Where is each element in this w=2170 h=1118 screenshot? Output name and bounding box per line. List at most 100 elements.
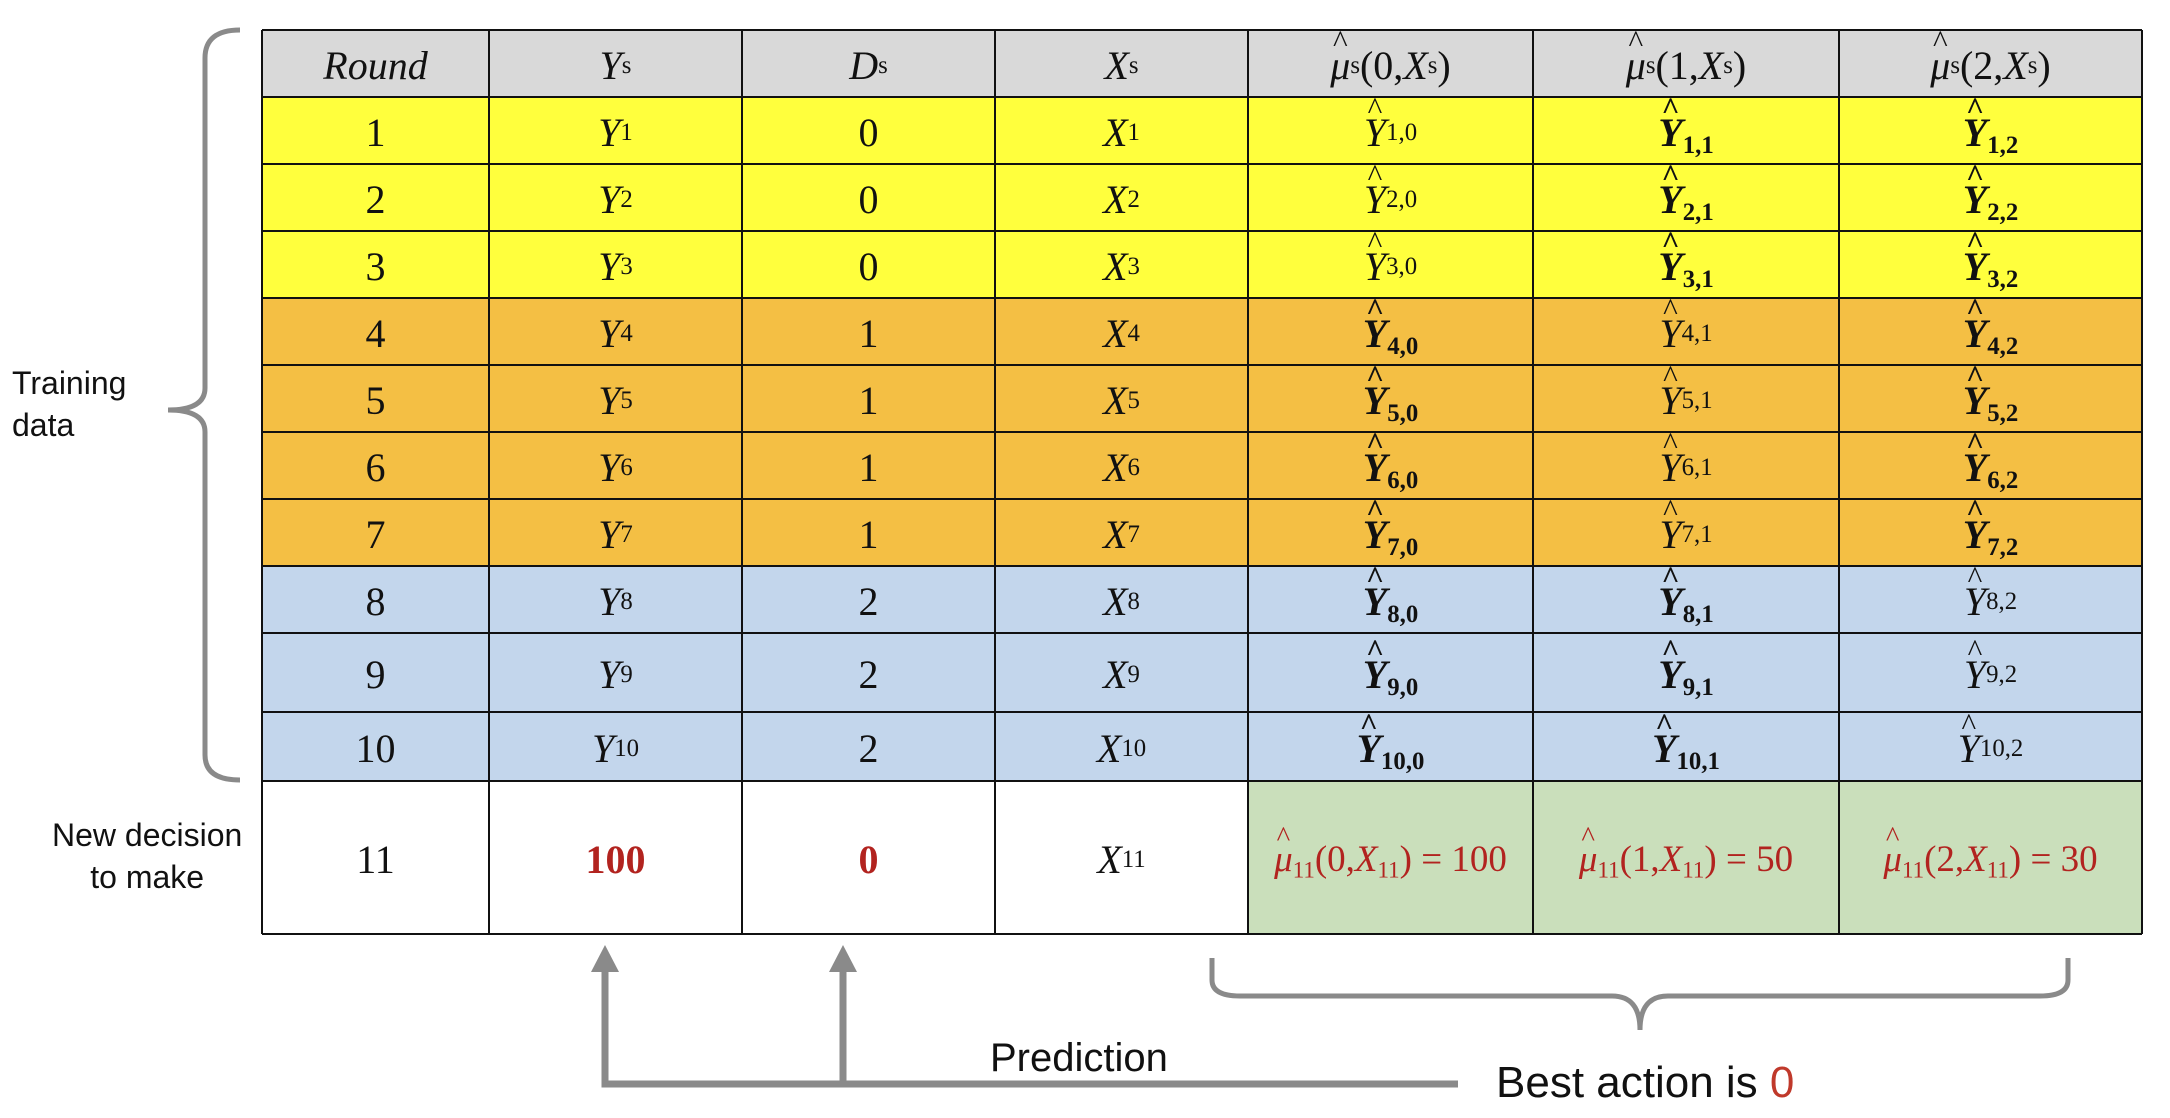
round-cell: 8 xyxy=(365,579,386,624)
row-bg-7 xyxy=(262,499,2142,566)
row-bg-1 xyxy=(262,97,2142,164)
prediction-cell: Y10,2 xyxy=(1839,712,2142,781)
decision-cell: 1 xyxy=(858,378,879,423)
new-row-prediction-bg xyxy=(1248,781,2142,934)
new-outcome-cell: 100 xyxy=(585,837,646,882)
row-bg-2 xyxy=(262,164,2142,231)
best-action-label: Best action is 0 xyxy=(1496,1058,1794,1108)
prediction-cell: Y3,2 xyxy=(1839,231,2142,298)
prediction-cell: Y5,0 xyxy=(1248,365,1533,432)
decision-cell: 0 xyxy=(858,110,879,155)
row-bg-8 xyxy=(262,566,2142,633)
prediction-cell: Y10,1 xyxy=(1533,712,1839,781)
prediction-label: Prediction xyxy=(990,1036,1168,1080)
round-cell: 3 xyxy=(365,244,386,289)
new-decision-cell: 0 xyxy=(858,837,879,882)
row-bg-5 xyxy=(262,365,2142,432)
header-mu-1: μs(1,Xs) xyxy=(1533,30,1839,97)
prediction-cell: Y9,1 xyxy=(1533,633,1839,712)
round-cell: 1 xyxy=(365,110,386,155)
prediction-cell: Y2,0 xyxy=(1248,164,1533,231)
prediction-cell: Y6,1 xyxy=(1533,432,1839,499)
prediction-cell: Y8,0 xyxy=(1248,566,1533,633)
row-bg-10 xyxy=(262,712,2142,781)
training-data-label: Training data xyxy=(12,365,127,443)
prediction-cell: Y6,0 xyxy=(1248,432,1533,499)
round-cell: 5 xyxy=(365,378,386,423)
prediction-cell: Y2,1 xyxy=(1533,164,1839,231)
round-cell: 9 xyxy=(365,652,386,697)
prediction-cell: Y9,0 xyxy=(1248,633,1533,712)
prediction-cell: Y8,2 xyxy=(1839,566,2142,633)
row-bg-6 xyxy=(262,432,2142,499)
decision-cell: 0 xyxy=(858,177,879,222)
prediction-cell: Y5,2 xyxy=(1839,365,2142,432)
prediction-cell: Y3,1 xyxy=(1533,231,1839,298)
round-cell: 10 xyxy=(355,726,396,771)
prediction-cell: Y10,0 xyxy=(1248,712,1533,781)
prediction-cell: Y1,1 xyxy=(1533,97,1839,164)
new-row-bg xyxy=(262,781,1248,934)
prediction-cell: Y7,0 xyxy=(1248,499,1533,566)
prediction-cell: Y1,0 xyxy=(1248,97,1533,164)
training-brace xyxy=(167,27,241,783)
prediction-cell: Y5,1 xyxy=(1533,365,1839,432)
decision-cell: 1 xyxy=(858,445,879,490)
prediction-cell: Y1,2 xyxy=(1839,97,2142,164)
new-prediction-2: μ11(2,X11) = 30 xyxy=(1839,781,2142,934)
decision-cell: 0 xyxy=(858,244,879,289)
best-action-prefix: Best action is xyxy=(1496,1058,1770,1107)
best-action-value: 0 xyxy=(1769,1058,1795,1107)
prediction-cell: Y2,2 xyxy=(1839,164,2142,231)
round-cell: 4 xyxy=(365,311,386,356)
new-context-cell: X 11 xyxy=(1097,837,1146,882)
decision-cell: 2 xyxy=(858,579,879,624)
decision-cell: 1 xyxy=(858,311,879,356)
round-cell: 6 xyxy=(365,445,386,490)
decision-cell: 2 xyxy=(858,652,879,697)
prediction-cell: Y7,2 xyxy=(1839,499,2142,566)
new-round-cell: 11 xyxy=(356,837,395,882)
prediction-cell: Y9,2 xyxy=(1839,633,2142,712)
prediction-cell: Y6,2 xyxy=(1839,432,2142,499)
header-mu-2: μs(2,Xs) xyxy=(1839,30,2142,97)
decision-cell: 1 xyxy=(858,512,879,557)
context-cell: X 10 xyxy=(1096,726,1147,771)
prediction-brace xyxy=(1209,958,2071,1031)
arrowhead-d xyxy=(829,945,857,972)
prediction-cell: Y4,2 xyxy=(1839,298,2142,365)
decision-cell: 2 xyxy=(858,726,879,771)
prediction-cell: Y8,1 xyxy=(1533,566,1839,633)
outcome-cell: Y 10 xyxy=(591,726,640,771)
header-row-bg xyxy=(262,30,2142,97)
new-prediction-0: μ11(0,X11) = 100 xyxy=(1248,781,1533,934)
prediction-cell: Y4,1 xyxy=(1533,298,1839,365)
prediction-cell: Y7,1 xyxy=(1533,499,1839,566)
prediction-cell: Y4,0 xyxy=(1248,298,1533,365)
prediction-cell: Y3,0 xyxy=(1248,231,1533,298)
header-mu-0: μs(0,Xs) xyxy=(1248,30,1533,97)
arrowhead-y xyxy=(591,945,619,972)
header-round: Round xyxy=(323,43,428,88)
round-cell: 2 xyxy=(365,177,386,222)
